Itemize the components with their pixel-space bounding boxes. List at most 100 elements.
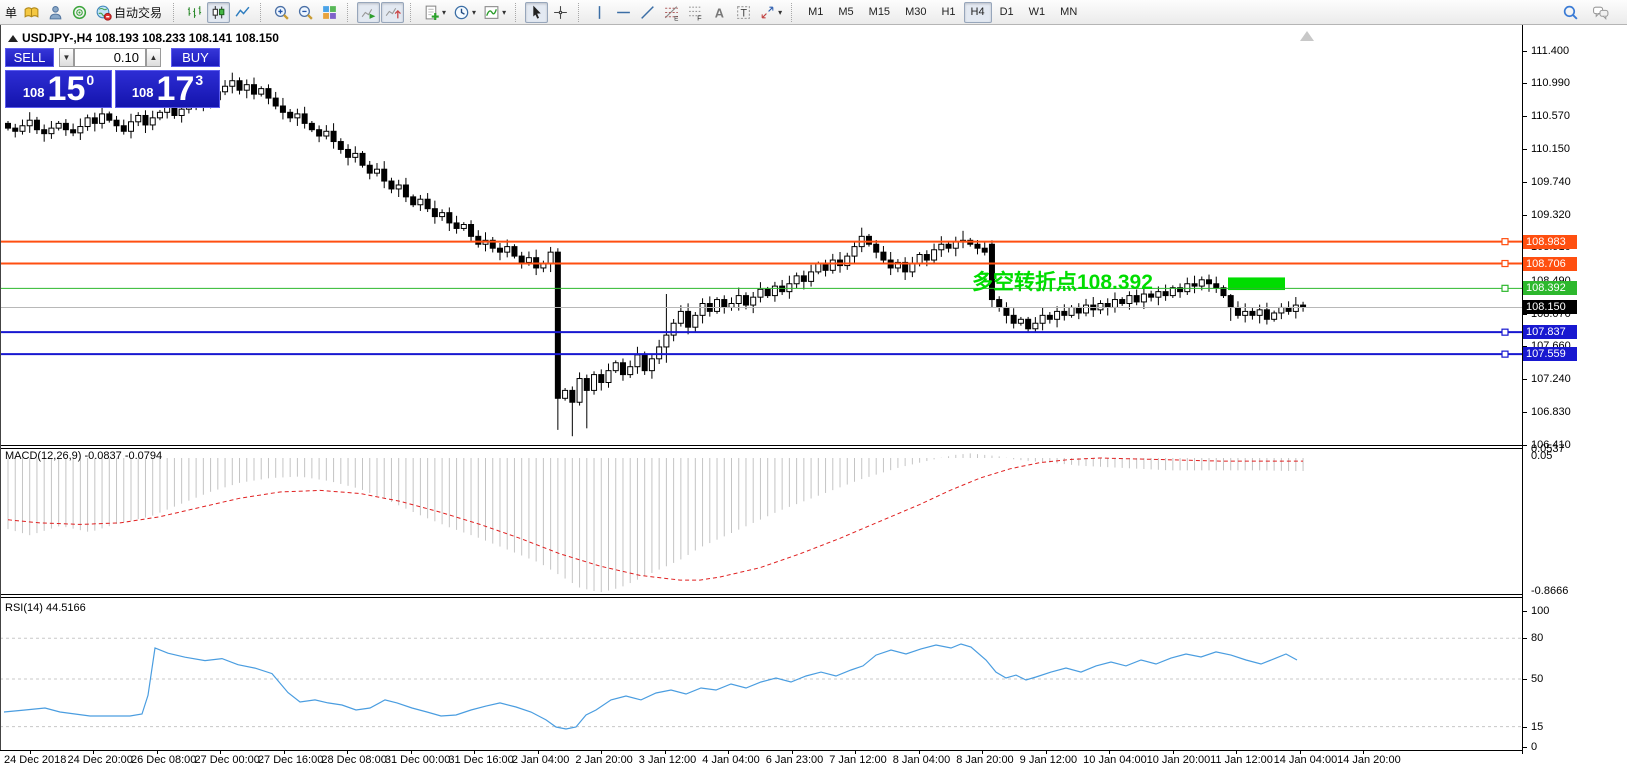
rsi-pane[interactable] [0, 597, 1522, 750]
candle [1039, 314, 1046, 324]
order-menu-label[interactable]: 单 [5, 5, 18, 20]
vline-icon [591, 4, 608, 21]
chat-icon[interactable] [1588, 2, 1614, 23]
price-level-badge[interactable]: 108.706 [1523, 256, 1577, 271]
candle [569, 389, 576, 403]
buy-button[interactable]: BUY [171, 48, 220, 67]
indicators-button[interactable]: ▾ [480, 2, 509, 23]
chart-annotation-text[interactable]: 多空转折点108.392 [972, 271, 1153, 294]
signal-icon [71, 4, 88, 21]
candle [829, 259, 836, 271]
autoscroll-icon [360, 4, 377, 21]
pane-divider[interactable] [0, 594, 1522, 595]
pane-divider[interactable] [0, 445, 1522, 446]
time-axis-tick [156, 751, 158, 754]
auto-scroll-button[interactable] [357, 1, 381, 23]
line-handle[interactable] [1501, 328, 1509, 336]
profile-button[interactable] [44, 2, 67, 23]
time-axis[interactable]: 24 Dec 2018 24 Dec 20:00 26 Dec 08:00 27 De… [0, 751, 1522, 768]
time-axis-label: 24 Dec 20:00 [67, 754, 133, 766]
text-label-button[interactable]: T [732, 2, 755, 23]
price-level-badge[interactable]: 107.837 [1523, 325, 1577, 340]
chart-shift-button[interactable] [381, 1, 405, 23]
search-icon[interactable] [1559, 2, 1582, 23]
buy-price-box[interactable]: 108 17 3 [115, 70, 220, 108]
price-axis-label: 110.570 [1531, 110, 1570, 123]
macd-pane[interactable] [0, 448, 1522, 594]
sell-button[interactable]: SELL [5, 48, 54, 67]
price-pane[interactable] [0, 25, 1522, 445]
timeframe-m30[interactable]: M30 [905, 6, 927, 18]
line-handle[interactable] [1501, 259, 1509, 268]
horizontal-line-button[interactable] [612, 2, 635, 23]
chevron-down-icon[interactable]: ▾ [472, 7, 477, 17]
price-level-badge[interactable]: 108.150 [1523, 300, 1577, 315]
timeframe-m5[interactable]: M5 [838, 6, 854, 18]
zoom-in-button[interactable] [270, 2, 293, 23]
trendline-button[interactable] [636, 2, 659, 23]
cursor-button[interactable] [525, 1, 549, 23]
candle [1083, 304, 1090, 314]
crosshair-button[interactable] [549, 2, 572, 23]
chevron-down-icon[interactable]: ▾ [442, 7, 447, 17]
collapse-panel-icon[interactable] [8, 35, 18, 42]
candle [1068, 306, 1075, 316]
trend-icon [639, 4, 656, 21]
signal-button[interactable] [68, 2, 91, 23]
candle [1271, 312, 1278, 320]
price-level-badge[interactable]: 107.559 [1523, 347, 1577, 362]
timeframe-h1[interactable]: H1 [941, 6, 956, 18]
new-order-button[interactable]: ▾ [420, 2, 449, 23]
chevron-down-icon[interactable]: ▾ [502, 7, 507, 17]
arrows-button[interactable]: ▾ [756, 2, 785, 23]
pane-divider[interactable] [0, 597, 1522, 598]
chevron-down-icon[interactable]: ▾ [778, 7, 783, 17]
candle [1148, 293, 1155, 298]
chart-shift-marker[interactable] [1300, 31, 1314, 41]
line-handle[interactable] [1501, 238, 1509, 246]
highlight-rectangle[interactable] [1228, 277, 1285, 291]
candle [265, 88, 272, 99]
timeframe-w1[interactable]: W1 [1028, 6, 1046, 18]
candle [800, 275, 807, 282]
time-axis-tick [1172, 751, 1174, 754]
timeframe-m1[interactable]: M1 [808, 6, 824, 18]
candle [417, 198, 424, 206]
vertical-line-button[interactable] [588, 2, 611, 23]
timeframe-m15[interactable]: M15 [868, 6, 891, 18]
timeframe-h4[interactable]: H4 [963, 1, 992, 23]
candle [851, 246, 858, 257]
text-button[interactable]: A [708, 2, 731, 23]
periods-button[interactable]: ▾ [450, 2, 479, 23]
volume-decrease-button[interactable]: ▼ [59, 48, 74, 67]
zoom-out-button[interactable] [294, 2, 317, 23]
sell-price-box[interactable]: 108 15 0 [5, 70, 112, 108]
candle [663, 334, 670, 348]
candle [84, 117, 91, 128]
price-axis-tick [1522, 116, 1527, 118]
price-level-badge[interactable]: 108.983 [1523, 234, 1577, 249]
time-axis-label: 4 Jan 04:00 [702, 754, 760, 766]
line-handle[interactable] [1501, 350, 1509, 358]
candlestick-chart-button[interactable] [207, 1, 231, 23]
line-chart-button[interactable] [231, 2, 254, 23]
fibonacci-button[interactable]: E [660, 2, 683, 23]
candle [902, 261, 909, 273]
tile-windows-button[interactable] [318, 2, 341, 23]
new-order-book-button[interactable] [20, 2, 43, 23]
candle [757, 288, 764, 298]
time-axis-tick [855, 751, 857, 754]
fibo-grid-button[interactable]: F [684, 2, 707, 23]
price-axis-tick [1522, 50, 1527, 52]
price-level-badge[interactable]: 108.392 [1523, 281, 1577, 296]
candle [99, 113, 106, 124]
line-handle[interactable] [1501, 284, 1509, 292]
timeframe-mn[interactable]: MN [1060, 6, 1078, 18]
volume-increase-button[interactable]: ▲ [146, 48, 161, 67]
auto-trading-button[interactable]: 自动交易 [92, 2, 167, 23]
timeframe-d1[interactable]: D1 [999, 6, 1014, 18]
bar-chart-button[interactable] [183, 2, 206, 23]
pane-divider[interactable] [0, 448, 1522, 449]
candle [504, 246, 511, 253]
volume-input[interactable]: 0.10 [74, 48, 146, 67]
